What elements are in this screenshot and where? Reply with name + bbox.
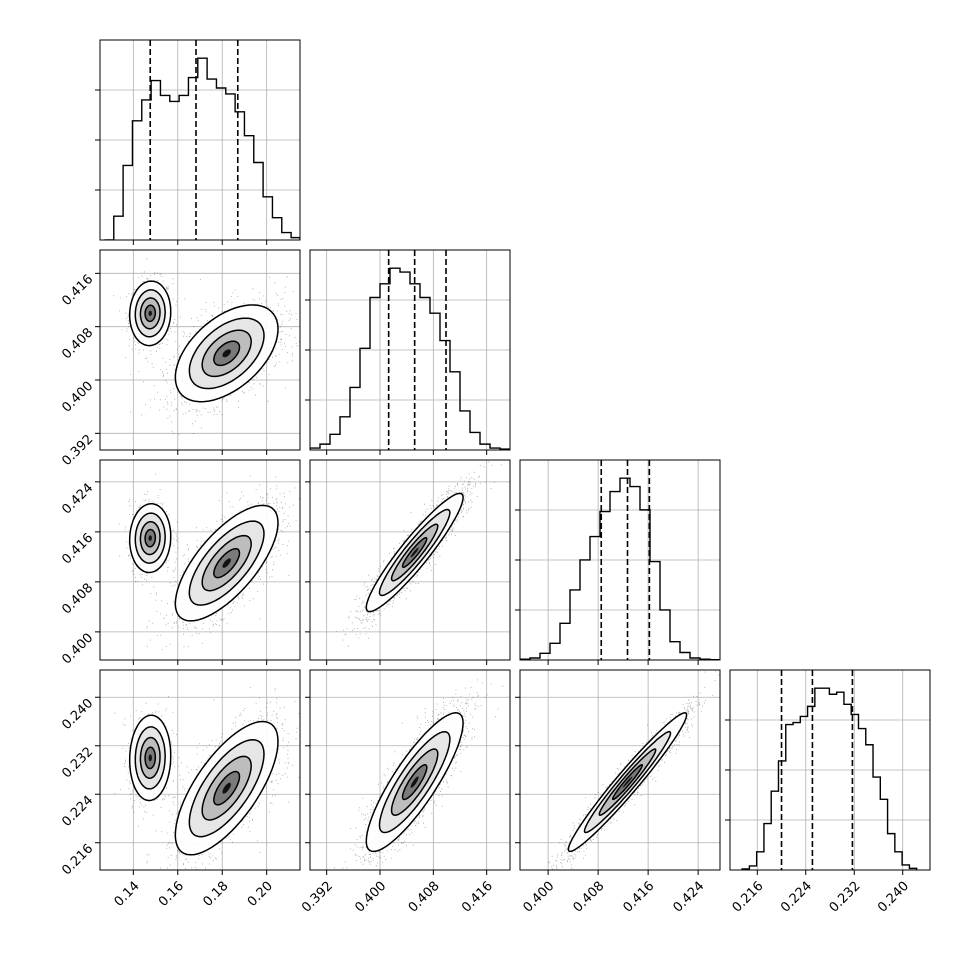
y-tick-label: 0.400 <box>59 631 96 668</box>
axes-frame <box>519 669 721 871</box>
x-tick-label: 0.18 <box>200 879 231 910</box>
density-contour <box>222 349 231 358</box>
histogram-0 <box>104 57 300 240</box>
panel-2-0: 0.400 0.408 0.416 0.424 <box>59 459 301 668</box>
scatter-layer-1-0 <box>113 258 300 435</box>
y-tick-label: 0.392 <box>59 432 96 469</box>
axes-frame <box>99 249 301 451</box>
x-tick-label: 0.16 <box>156 879 187 910</box>
scatter-layer-3-2 <box>548 671 720 870</box>
x-tick-label: 0.408 <box>571 879 608 916</box>
density-contour <box>410 776 419 788</box>
histogram-3 <box>741 687 918 870</box>
x-tick-label: 0.400 <box>521 879 558 916</box>
axes-frame <box>519 459 721 661</box>
density-contour <box>410 547 419 558</box>
x-tick-label: 0.392 <box>299 879 336 916</box>
axes-frame <box>309 669 511 871</box>
x-tick-label: 0.416 <box>459 879 496 916</box>
panel-3-1: 0.392 0.400 0.408 0.416 <box>299 669 511 916</box>
scatter-layer-3-0 <box>114 687 300 870</box>
x-tick-label: 0.216 <box>730 879 767 916</box>
axes-frame <box>729 669 931 871</box>
x-tick-label: 0.20 <box>245 879 276 910</box>
x-tick-label: 0.424 <box>671 879 708 916</box>
y-tick-label: 0.416 <box>59 272 96 309</box>
y-tick-label: 0.232 <box>59 744 96 781</box>
scatter-layer-3-1 <box>333 679 504 870</box>
density-contour <box>622 776 633 788</box>
scatter-layer-2-0 <box>118 473 300 660</box>
histogram-2 <box>520 477 720 660</box>
panel-1-0: 0.392 0.400 0.408 0.416 <box>59 249 301 469</box>
scatter-layer-2-1 <box>335 461 502 647</box>
panel-2-1 <box>305 459 511 665</box>
axes-frame <box>309 459 511 661</box>
axes-frame <box>99 39 301 241</box>
panel-3-3: 0.216 0.224 0.232 0.240 <box>725 669 931 916</box>
panel-3-2: 0.400 0.408 0.416 0.424 <box>515 669 721 916</box>
density-contour <box>148 310 152 316</box>
y-tick-label: 0.424 <box>59 481 96 518</box>
axes-frame <box>99 459 301 661</box>
x-tick-label: 0.408 <box>406 879 443 916</box>
histogram-1 <box>310 267 510 450</box>
y-tick-label: 0.240 <box>59 696 96 733</box>
x-tick-label: 0.400 <box>352 879 389 916</box>
y-tick-label: 0.224 <box>59 793 96 830</box>
x-tick-label: 0.416 <box>621 879 658 916</box>
x-tick-label: 0.14 <box>112 879 143 910</box>
panel-0-0 <box>95 39 301 245</box>
x-tick-label: 0.232 <box>827 879 864 916</box>
y-tick-label: 0.408 <box>59 581 96 618</box>
axes-frame <box>309 249 511 451</box>
y-tick-label: 0.216 <box>59 841 96 878</box>
x-tick-label: 0.240 <box>875 879 912 916</box>
density-contour <box>222 558 231 568</box>
density-contour <box>148 754 152 762</box>
y-tick-label: 0.400 <box>59 379 96 416</box>
x-tick-label: 0.224 <box>778 879 815 916</box>
y-tick-label: 0.416 <box>59 531 96 568</box>
y-tick-label: 0.408 <box>59 325 96 362</box>
axes-frame <box>99 669 301 871</box>
density-contour <box>222 782 231 794</box>
panel-2-2 <box>515 459 721 665</box>
density-contour <box>148 535 152 541</box>
panel-1-1 <box>305 249 511 455</box>
panel-3-0: 0.14 0.16 0.18 0.20 0.216 0.224 0.232 0.240 <box>59 669 301 910</box>
